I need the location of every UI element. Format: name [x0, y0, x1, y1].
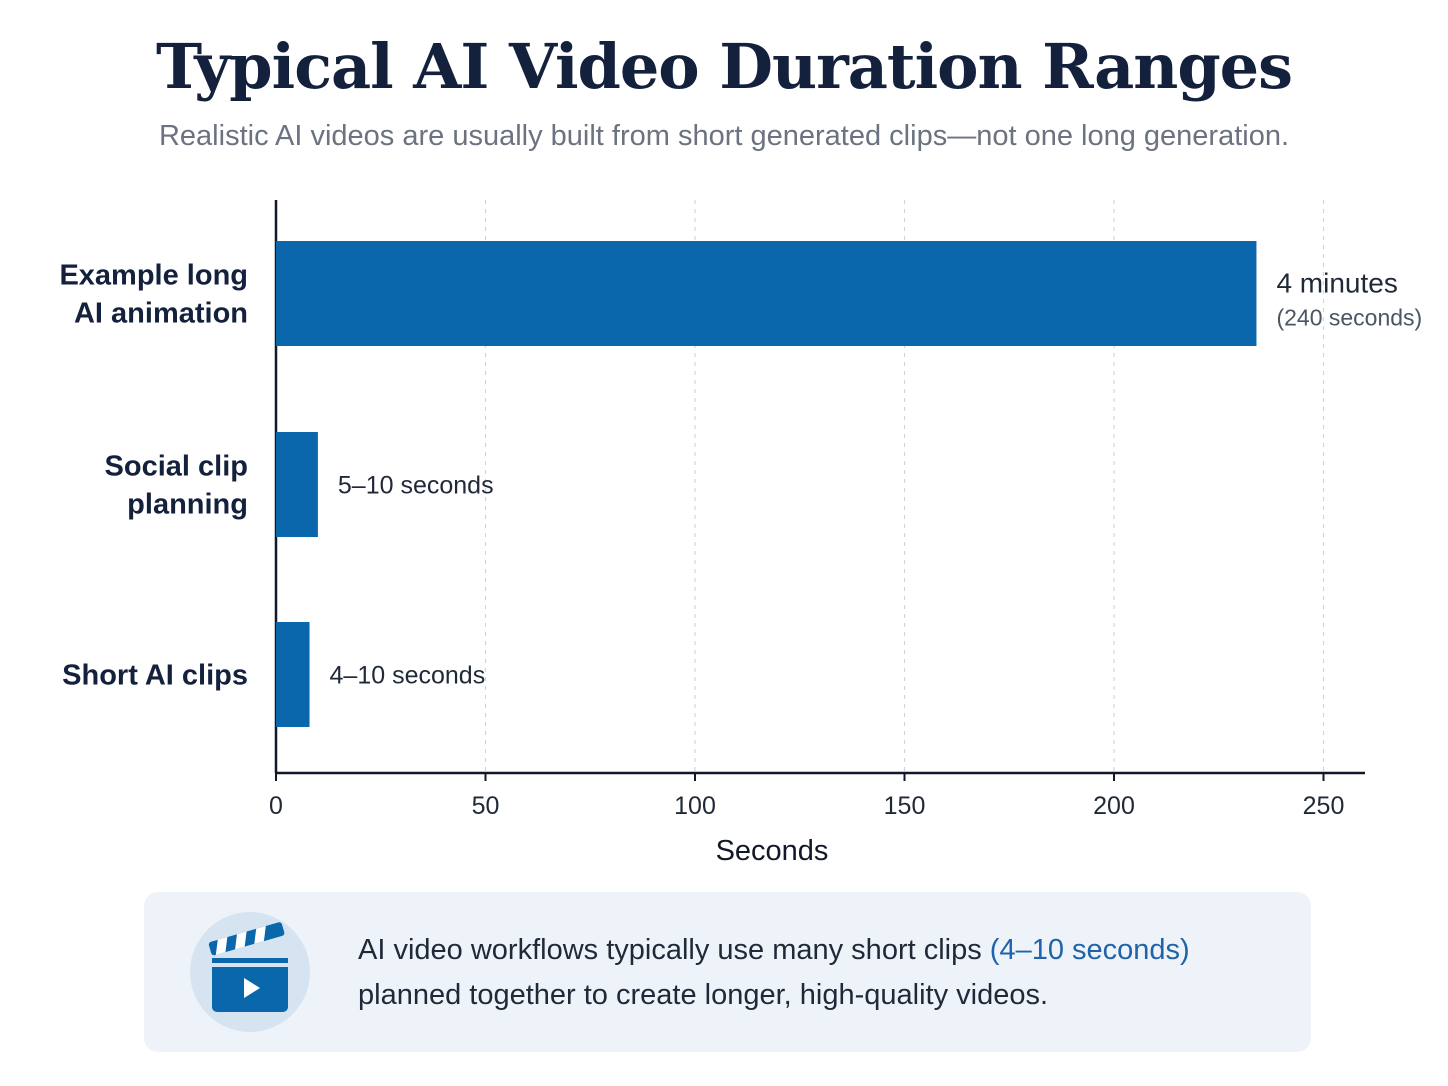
clapperboard-play-icon — [190, 912, 310, 1032]
category-label: planning — [127, 489, 248, 521]
x-tick-label: 200 — [1093, 792, 1135, 820]
category-label: AI animation — [74, 298, 248, 330]
bar — [276, 432, 318, 537]
x-tick-label: 0 — [269, 792, 283, 820]
x-tick-label: 50 — [472, 792, 500, 820]
bar-chart: 0 50 100 150 200 250 Seconds Example long AI ani… — [59, 200, 1422, 867]
x-tick-label: 100 — [674, 792, 716, 820]
data-label: 5–10 seconds — [338, 472, 494, 500]
callout-text: AI video workflows typically use many sh… — [358, 928, 1278, 1018]
data-label: 4–10 seconds — [330, 662, 486, 690]
callout-text-before: AI video workflows typically use many sh… — [358, 934, 990, 966]
x-tick-label: 250 — [1303, 792, 1345, 820]
bar — [276, 622, 310, 727]
category-label: Example long — [59, 260, 248, 292]
callout-text-after: planned together to create longer, high-… — [358, 979, 1049, 1011]
info-callout: AI video workflows typically use many sh… — [144, 892, 1311, 1052]
category-label: Short AI clips — [62, 660, 248, 692]
chart-title: Typical AI Video Duration Ranges — [155, 30, 1293, 103]
x-axis-label: Seconds — [716, 835, 829, 867]
chart-subtitle: Realistic AI videos are usually built fr… — [158, 120, 1290, 152]
data-label: 4 minutes — [1276, 268, 1397, 299]
x-tick-label: 150 — [884, 792, 926, 820]
callout-highlight: (4–10 seconds) — [989, 934, 1190, 966]
data-label-sub: (240 seconds) — [1276, 305, 1422, 331]
category-label: Social clip — [105, 451, 248, 483]
bar — [276, 241, 1257, 346]
